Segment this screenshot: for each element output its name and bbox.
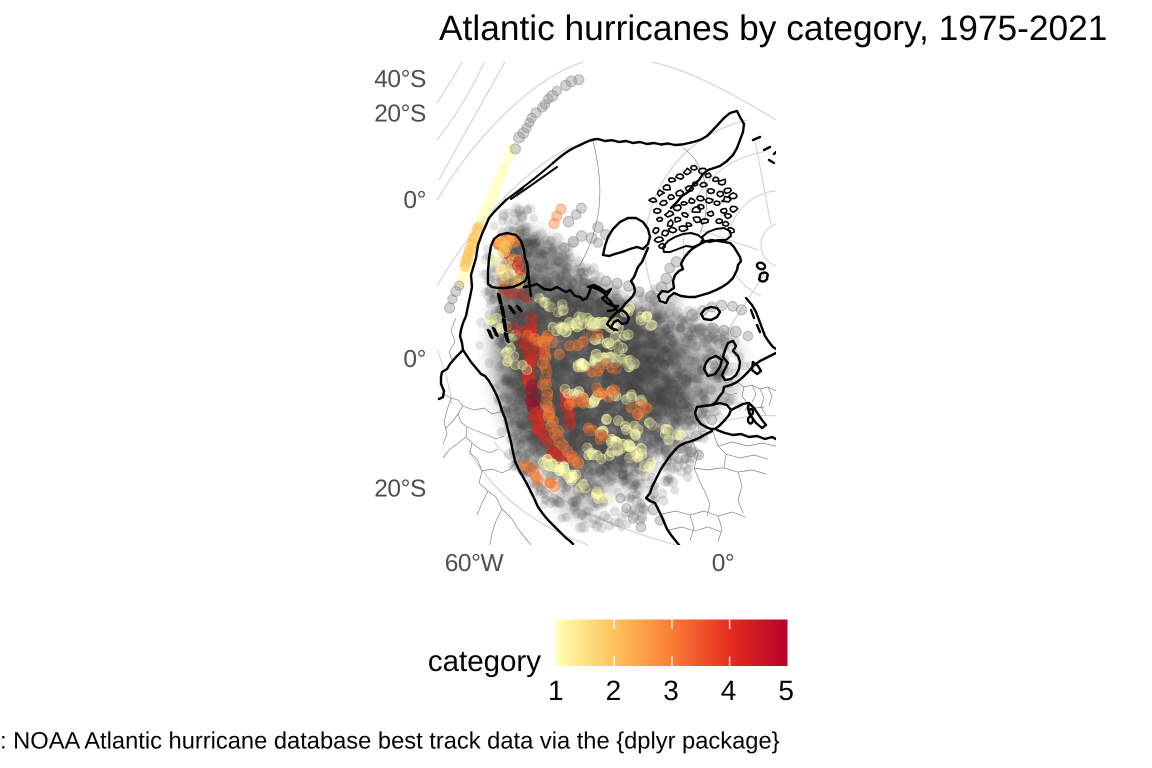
svg-text:20°S: 20°S — [374, 476, 426, 503]
svg-text:3: 3 — [663, 675, 679, 706]
svg-text:60°W: 60°W — [445, 550, 505, 577]
svg-text:2: 2 — [606, 675, 622, 706]
svg-text:0°: 0° — [403, 187, 426, 214]
svg-text:Atlantic hurricanes by categor: Atlantic hurricanes by category, 1975-20… — [439, 9, 1107, 48]
svg-text:0°: 0° — [403, 346, 426, 373]
svg-text:category: category — [428, 645, 541, 678]
svg-text:4: 4 — [721, 675, 737, 706]
svg-text:0°: 0° — [712, 550, 735, 577]
svg-text:20°S: 20°S — [374, 101, 426, 128]
svg-text:40°S: 40°S — [374, 66, 426, 93]
svg-text:: NOAA Atlantic hurricane data: : NOAA Atlantic hurricane database best … — [0, 729, 780, 755]
svg-text:1: 1 — [548, 675, 564, 706]
svg-text:5: 5 — [778, 675, 794, 706]
